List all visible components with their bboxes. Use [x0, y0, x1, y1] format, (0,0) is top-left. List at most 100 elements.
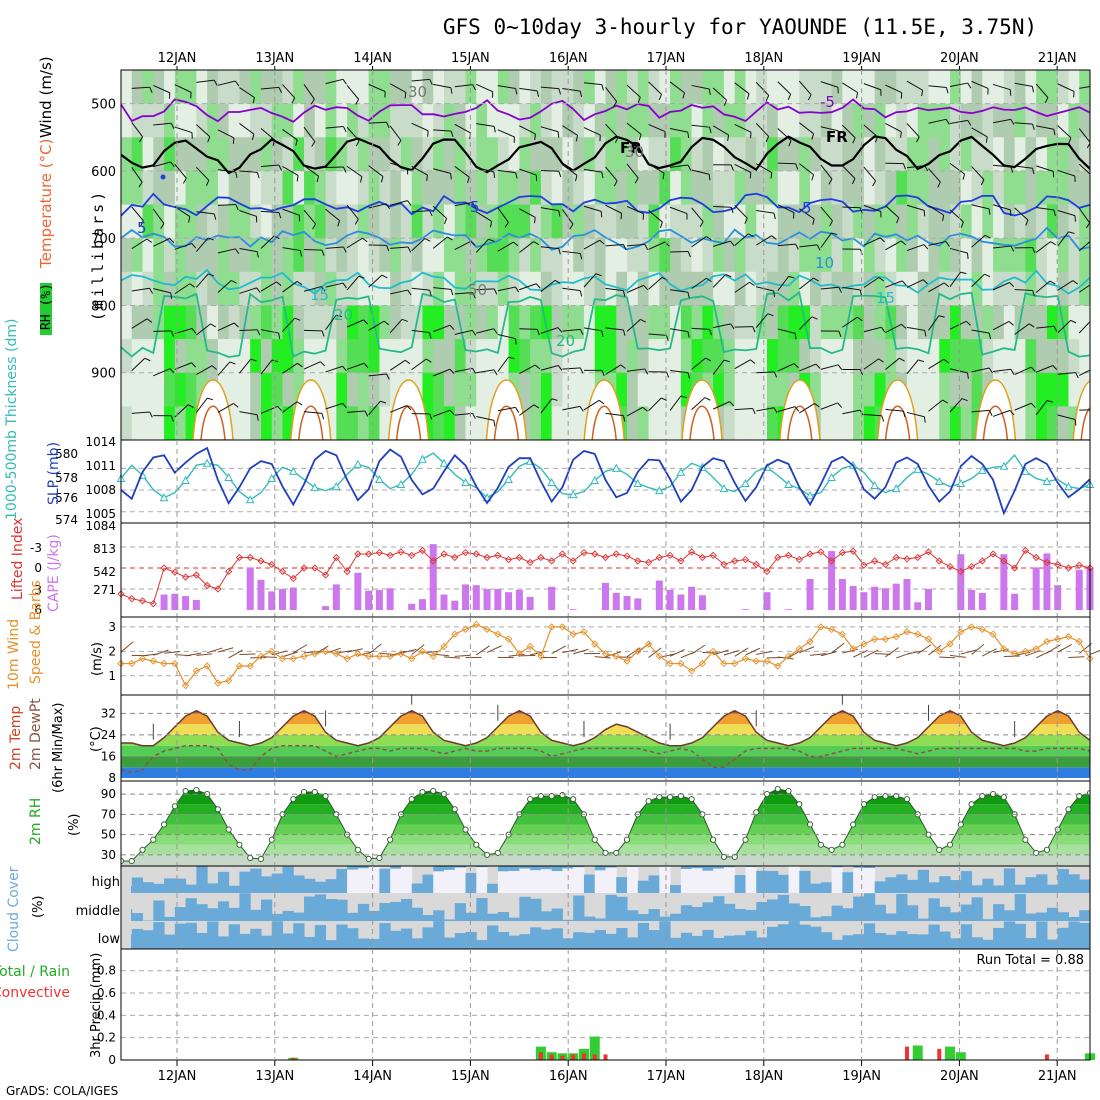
cloud-cell-clear [551, 866, 563, 893]
rh-cell [971, 103, 983, 138]
rh-cell [497, 204, 510, 239]
wind-barb [260, 86, 279, 90]
date-label-bottom-18jan: 18JAN [744, 1069, 783, 1084]
rh-cell [767, 204, 779, 239]
rh-cell [659, 70, 671, 105]
rh-cell [519, 305, 531, 340]
wind-barb-flag [595, 273, 602, 277]
wind-barb-flag [1093, 239, 1098, 242]
rh-cell [1025, 372, 1037, 407]
wind-barb-flag [750, 359, 756, 364]
rh-cell [314, 339, 327, 374]
wind-barb [131, 357, 146, 371]
wind-10m-barb [1068, 656, 1085, 659]
wind-barb-flag [643, 285, 649, 291]
rh-cell [896, 70, 908, 105]
wind-barb [885, 84, 902, 94]
wind-barb [1035, 365, 1054, 373]
wind-speed-marker [138, 655, 147, 663]
rh-cell [842, 103, 854, 138]
rh-cell [282, 339, 294, 374]
temp-label-3: (6hr Min/Max) [51, 703, 66, 793]
cloud-cell [573, 895, 585, 921]
wind-barb [174, 328, 193, 335]
cloud-cell [853, 896, 865, 921]
wind-barb [346, 126, 360, 142]
thickness-marker [1064, 482, 1073, 491]
rh-cell [260, 406, 273, 440]
rh-cell [1068, 372, 1080, 407]
cloud-cell [691, 907, 703, 921]
wind-barb [325, 246, 344, 249]
wind-barb [798, 277, 814, 290]
rh-cell [153, 103, 165, 138]
rh-cell [702, 103, 714, 138]
wind-barb-flag [730, 207, 734, 214]
wind-barb [217, 248, 236, 254]
wind-barb [153, 122, 172, 126]
wind-tick-1: 1 [108, 669, 116, 683]
wind-barb-flag [256, 251, 259, 258]
wind-barb [669, 395, 682, 411]
wind-barb [540, 169, 559, 172]
cloud-cell [304, 896, 316, 921]
wind-barb-flag [1044, 97, 1049, 104]
rh-cell [691, 204, 703, 239]
cloud-cell [551, 908, 563, 921]
cloud-cell-clear [680, 866, 693, 893]
wind-barb [777, 328, 796, 334]
wind-barb-flag [988, 367, 993, 374]
rh-marker [236, 841, 243, 848]
wind-barb [712, 401, 730, 410]
rh-cell [1036, 372, 1048, 407]
rh-marker [182, 787, 189, 795]
rh-cell [896, 339, 908, 374]
rh-cell [497, 70, 510, 105]
cloud-cell [444, 919, 456, 921]
wind-barb [971, 273, 985, 288]
rh-cell [357, 271, 370, 306]
upper-axis-title: (millibars) RH (%) Temperature (°C) Wind… [37, 56, 107, 335]
rh-cell [174, 339, 187, 374]
wind-speed-line [121, 623, 1091, 687]
rh-cell [723, 204, 736, 239]
lifted-marker [634, 557, 642, 565]
rh-cell [767, 70, 779, 105]
wind-barb-flag [1085, 222, 1090, 229]
rh-cell [357, 70, 370, 105]
wind-barb-flag [508, 356, 515, 360]
rh-marker [817, 841, 824, 848]
wind-barb [540, 398, 553, 414]
rh-cell [282, 271, 294, 306]
rh-cell [142, 103, 154, 138]
wind-barb-flag [231, 280, 237, 284]
rh-cell [185, 406, 197, 440]
rh-cell [411, 70, 423, 105]
wind-barb [411, 122, 429, 132]
panel-frames [120, 69, 1091, 1061]
wind-barb-flag [1068, 137, 1072, 144]
cloud-cell [767, 899, 779, 921]
rh-cell [1057, 204, 1069, 239]
rh-cell [583, 271, 596, 306]
wind-barb [303, 84, 315, 100]
cloud-cell [153, 883, 165, 893]
cloud-cell [400, 928, 413, 949]
wind-barb [691, 84, 710, 90]
cloud-cell [530, 898, 542, 921]
rh-cell [1057, 339, 1069, 374]
rh-cell [820, 406, 833, 440]
rh-cell [788, 238, 800, 273]
wind-barb [1014, 323, 1030, 335]
wind-barb [432, 236, 448, 249]
rh-cell [777, 305, 790, 340]
wind-barb-flag [233, 403, 239, 408]
rh-tick-30: 30 [101, 848, 116, 862]
lifted-marker [343, 567, 351, 576]
rh-cell [777, 238, 790, 273]
rh-cell [1036, 170, 1048, 206]
rh-marker [602, 849, 609, 856]
wind-speed-marker [935, 647, 943, 655]
wind-barb-flag [601, 172, 604, 179]
